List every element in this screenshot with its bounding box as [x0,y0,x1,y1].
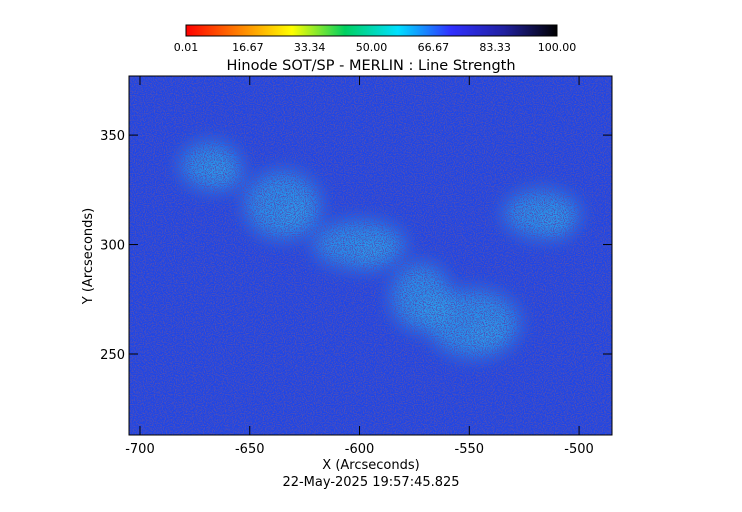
colorbar-tick-labels: 0.01 16.67 33.34 50.00 66.67 83.33 100.00 [174,41,577,54]
line-strength-map [129,76,612,435]
colorbar-tick-label: 33.34 [294,41,326,54]
y-tick-label: 300 [100,239,125,254]
colorbar-tick-label: 83.33 [479,41,511,54]
x-tick-label: -500 [564,442,594,457]
colorbar-tick-label: 100.00 [538,41,577,54]
colorbar-tick-label: 16.67 [232,41,264,54]
x-tick-label: -600 [345,442,375,457]
x-axis-label: X (Arcseconds) [322,458,419,473]
x-tick-label: -550 [455,442,485,457]
x-tick-label: -650 [235,442,265,457]
chart-title: Hinode SOT/SP - MERLIN : Line Strength [226,58,515,74]
x-tick-label: -700 [125,442,155,457]
map-speckle [129,76,612,435]
timestamp: 22-May-2025 19:57:45.825 [282,475,459,490]
colorbar-tick-label: 0.01 [174,41,199,54]
colorbar-tick-label: 50.00 [356,41,388,54]
x-axis: -700 -650 -600 -550 -500 [125,76,594,457]
colorbar-tick-label: 66.67 [418,41,450,54]
colorbar [185,24,558,37]
y-tick-label: 350 [100,129,125,144]
y-axis: 250 300 350 [100,129,612,363]
y-axis-label: Y (Arcseconds) [81,208,96,305]
y-tick-label: 250 [100,348,125,363]
plot-frame [128,75,613,436]
